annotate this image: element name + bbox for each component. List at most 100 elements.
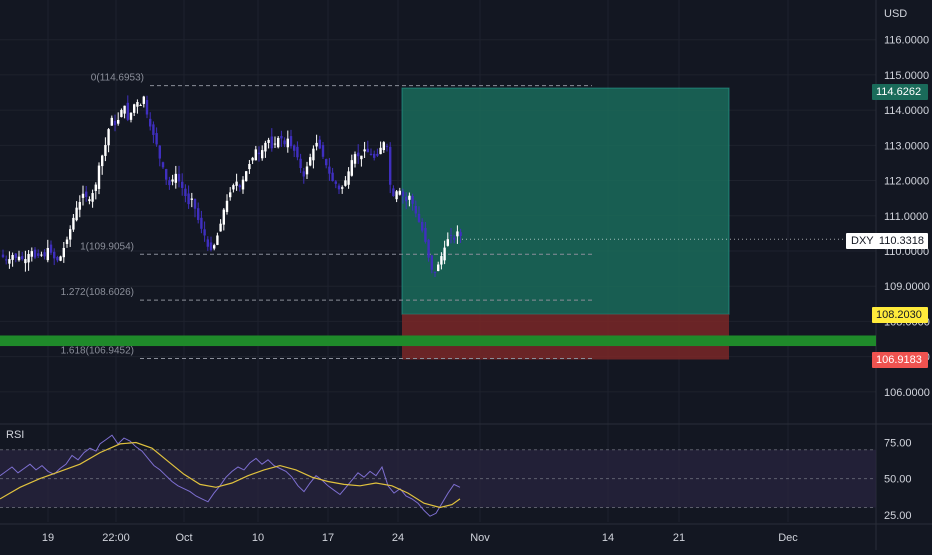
candle-body xyxy=(21,256,24,260)
candle-body xyxy=(171,179,174,182)
candle-body xyxy=(350,160,353,176)
candle-body xyxy=(363,149,366,152)
candle-body xyxy=(334,181,337,184)
candle-body xyxy=(309,157,312,166)
symbol-label: DXY xyxy=(851,235,874,247)
candle-body xyxy=(232,185,235,190)
candle-body xyxy=(401,191,405,197)
candle-body xyxy=(427,239,430,258)
price-tick-label: 112.0000 xyxy=(884,176,929,188)
candle-body xyxy=(81,193,85,198)
price-tick-label: 113.0000 xyxy=(884,140,929,152)
candle-body xyxy=(24,259,27,264)
candle-body xyxy=(251,157,254,161)
candle-body xyxy=(321,145,325,157)
price-tick-label: 116.0000 xyxy=(884,35,929,47)
candle-body xyxy=(139,105,142,107)
candle-body xyxy=(219,223,222,232)
candle-body xyxy=(65,239,69,244)
candle-body xyxy=(385,146,389,148)
candle-body xyxy=(293,145,296,151)
candle-body xyxy=(17,256,21,261)
candle-body xyxy=(296,146,299,158)
candle-body xyxy=(440,256,443,265)
currency-label: USD xyxy=(884,8,907,20)
candle-body xyxy=(165,169,168,180)
candle-body xyxy=(69,229,72,240)
candle-body xyxy=(133,104,136,113)
rsi-tick-label: 75.00 xyxy=(884,437,912,449)
candle-body xyxy=(123,105,126,114)
candle-body xyxy=(417,213,421,222)
candle-body xyxy=(395,191,398,200)
candle-body xyxy=(270,136,273,149)
candle-body xyxy=(174,173,177,183)
candle-body xyxy=(453,237,456,240)
time-tick-label: 17 xyxy=(322,532,334,544)
candle-body xyxy=(405,196,408,202)
candle-body xyxy=(347,171,350,185)
candle-body xyxy=(449,235,453,237)
candle-body xyxy=(421,221,424,231)
candle-body xyxy=(193,199,197,209)
candle-body xyxy=(177,173,181,182)
candle-body xyxy=(254,149,257,161)
candle-body xyxy=(302,171,305,177)
candle-body xyxy=(53,251,56,259)
candle-body xyxy=(277,137,280,148)
candle-body xyxy=(257,152,261,155)
position-zones xyxy=(0,87,876,360)
price-tick-label: 106.0000 xyxy=(884,387,930,399)
symbol-tag: DXY 110.3318 xyxy=(846,233,928,249)
candle-body xyxy=(181,181,184,188)
candle-body xyxy=(337,185,341,190)
fib-level-label: 1.618(106.9452) xyxy=(61,346,134,357)
candle-body xyxy=(203,229,206,236)
candle-body xyxy=(379,147,382,155)
candle-body xyxy=(389,146,392,185)
candle-body xyxy=(280,135,283,139)
candle-body xyxy=(110,117,113,126)
rsi-line xyxy=(0,434,461,517)
candle-body xyxy=(446,239,449,246)
rsi-label: RSI xyxy=(6,429,24,441)
candle-body xyxy=(184,188,187,197)
candle-body xyxy=(152,124,155,135)
candle-body xyxy=(222,209,225,225)
candle-body xyxy=(43,252,46,257)
candle-body xyxy=(433,271,437,273)
candle-body xyxy=(209,242,213,251)
candle-body xyxy=(37,253,40,256)
candle-body xyxy=(286,138,289,148)
candle-body xyxy=(14,253,17,258)
price-tick-label: 111.0000 xyxy=(884,211,928,223)
candle-body xyxy=(238,185,241,188)
candle-body xyxy=(197,208,200,220)
candle-body xyxy=(229,192,232,198)
candle-body xyxy=(443,247,446,261)
candle-body xyxy=(101,155,104,167)
candle-body xyxy=(353,154,357,164)
candle-body xyxy=(225,200,229,212)
price-tick-label: 109.0000 xyxy=(884,281,930,293)
candle-body xyxy=(75,207,78,221)
candle-body xyxy=(129,112,133,120)
candle-body xyxy=(366,148,369,153)
candle-body xyxy=(49,244,53,253)
candle-body xyxy=(107,129,110,146)
candle-body xyxy=(1,254,5,258)
candle-body xyxy=(369,153,373,156)
candle-body xyxy=(328,166,331,174)
candle-body xyxy=(85,191,88,197)
candle-body xyxy=(190,198,193,200)
stop-price-tag: 106.9183 xyxy=(872,352,928,368)
fibonacci-levels: 0(114.6953) 1(109.9054) 1.272(108.6026) 1.6… xyxy=(61,73,592,360)
candle-body xyxy=(382,142,385,151)
candle-body xyxy=(213,245,216,249)
target-zone xyxy=(401,87,730,315)
candle-body xyxy=(283,140,286,145)
time-tick-label: 19 xyxy=(42,532,54,544)
candle-body xyxy=(357,152,360,157)
